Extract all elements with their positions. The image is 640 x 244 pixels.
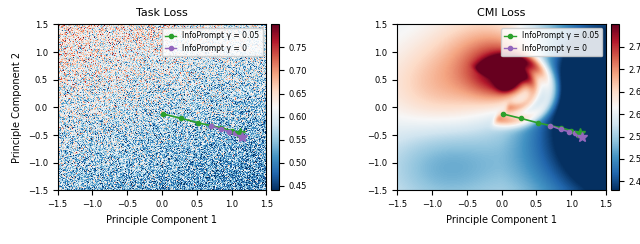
Title: Task Loss: Task Loss (136, 8, 188, 18)
Y-axis label: Principle Component 2: Principle Component 2 (12, 52, 22, 163)
X-axis label: Principle Component 1: Principle Component 1 (446, 214, 557, 224)
Legend: InfoPrompt γ = 0.05, InfoPrompt γ = 0: InfoPrompt γ = 0.05, InfoPrompt γ = 0 (162, 28, 262, 56)
X-axis label: Principle Component 1: Principle Component 1 (106, 214, 218, 224)
Title: CMI Loss: CMI Loss (477, 8, 526, 18)
Legend: InfoPrompt γ = 0.05, InfoPrompt γ = 0: InfoPrompt γ = 0.05, InfoPrompt γ = 0 (501, 28, 602, 56)
